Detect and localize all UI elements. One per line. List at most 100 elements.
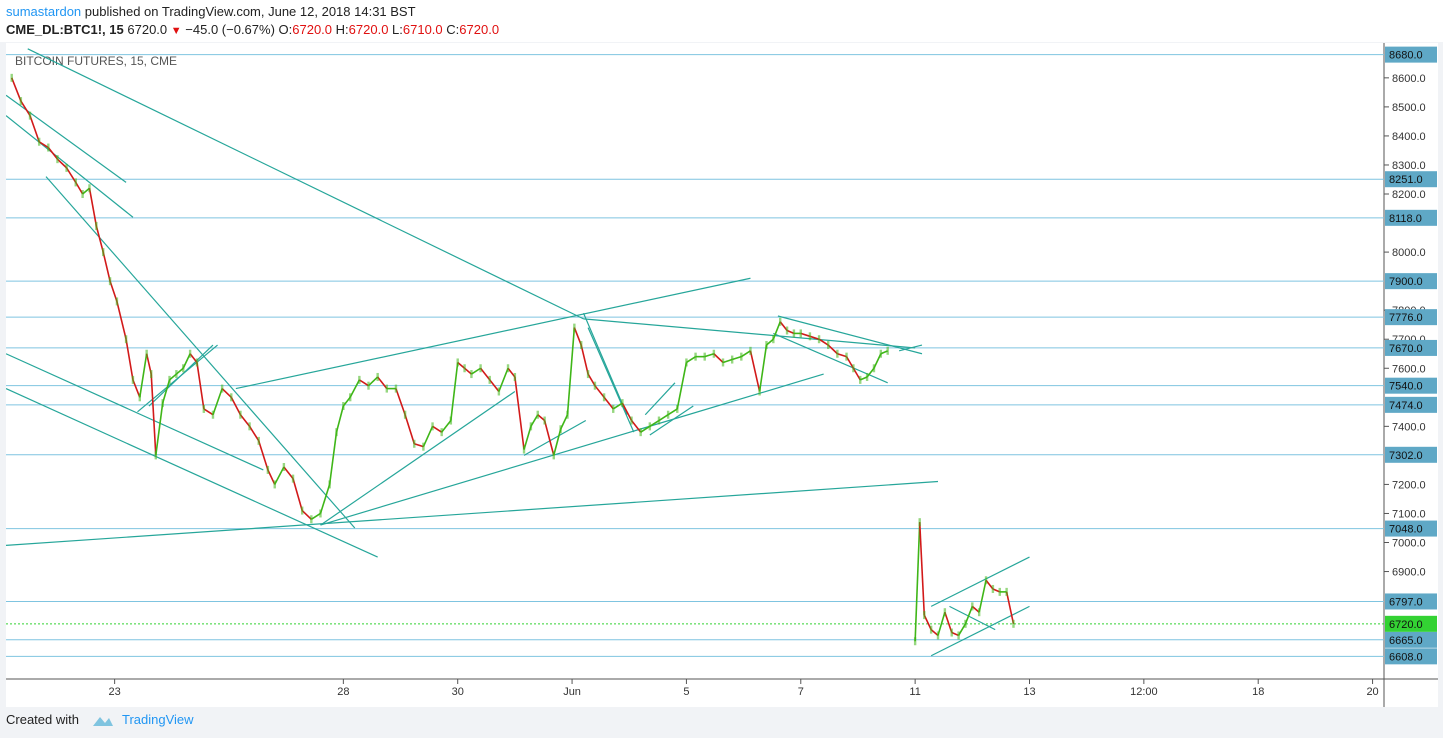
low-value: 6710.0 bbox=[402, 22, 443, 37]
price-point bbox=[586, 370, 590, 379]
price-point bbox=[385, 384, 389, 393]
price-point bbox=[182, 364, 185, 373]
price-segment bbox=[377, 376, 388, 390]
price-point bbox=[257, 436, 260, 445]
price-segment bbox=[139, 353, 148, 398]
price-segment bbox=[47, 147, 59, 160]
trendline bbox=[137, 344, 218, 413]
change-value: −45.0 (−0.67%) bbox=[185, 22, 275, 37]
trendline bbox=[235, 277, 751, 390]
price-point bbox=[971, 602, 974, 611]
y-tick-label: 8300.0 bbox=[1392, 160, 1426, 172]
price-segment bbox=[95, 225, 104, 253]
price-point bbox=[785, 326, 789, 335]
price-point bbox=[872, 364, 876, 373]
price-point bbox=[195, 358, 199, 367]
price-segment bbox=[809, 335, 820, 340]
price-point bbox=[56, 155, 59, 164]
price-point bbox=[923, 611, 926, 620]
price-point bbox=[291, 474, 295, 483]
price-point bbox=[188, 349, 192, 358]
price-point bbox=[991, 584, 995, 593]
price-point bbox=[765, 341, 768, 350]
low-label: L: bbox=[392, 22, 403, 37]
price-segment bbox=[221, 388, 232, 398]
x-tick-label: 30 bbox=[452, 686, 464, 698]
price-segment bbox=[335, 405, 345, 433]
price-segment bbox=[552, 429, 562, 456]
price-segment bbox=[580, 344, 589, 375]
price-point bbox=[37, 137, 41, 146]
price-point bbox=[440, 428, 443, 437]
price-point bbox=[580, 341, 583, 350]
tradingview-brand[interactable]: TradingView bbox=[122, 712, 194, 727]
price-point bbox=[131, 375, 135, 384]
price-segment bbox=[837, 352, 847, 358]
price-point bbox=[102, 248, 105, 257]
price-point bbox=[358, 375, 361, 384]
price-segment bbox=[230, 396, 242, 416]
x-tick-label: 7 bbox=[798, 686, 804, 698]
price-segment bbox=[150, 374, 157, 456]
price-point bbox=[248, 422, 251, 431]
price-segment bbox=[10, 77, 22, 102]
price-point bbox=[721, 358, 725, 367]
price-segment bbox=[731, 355, 742, 361]
price-segment bbox=[649, 419, 660, 428]
price-segment bbox=[102, 251, 111, 282]
price-segment bbox=[65, 167, 77, 183]
price-point bbox=[115, 297, 119, 306]
header-bar: sumastardon published on TradingView.com… bbox=[0, 0, 1443, 42]
y-tick-label: 8600.0 bbox=[1392, 73, 1426, 85]
price-point bbox=[74, 178, 77, 187]
level-label-bg bbox=[1385, 209, 1437, 226]
price-point bbox=[230, 393, 233, 402]
publish-line: sumastardon published on TradingView.com… bbox=[6, 4, 416, 19]
chart-area[interactable]: BITCOIN FUTURES, 15, CME 8600.0 8500.0 8400… bbox=[5, 43, 1438, 707]
price-segment bbox=[239, 414, 251, 427]
y-tick-label: 7000.0 bbox=[1392, 538, 1426, 550]
price-segment bbox=[667, 408, 678, 416]
last-price-label: 6720.0 bbox=[1389, 619, 1423, 631]
price-point bbox=[376, 372, 379, 381]
y-tick-label: 7400.0 bbox=[1392, 421, 1426, 433]
level-label-bg bbox=[1385, 593, 1437, 610]
ohlc-line: CME_DL:BTC1!, 15 6720.0 ▼ −45.0 (−0.67%)… bbox=[6, 22, 499, 37]
price-segment bbox=[514, 376, 525, 450]
price-point bbox=[694, 352, 697, 361]
price-point bbox=[936, 631, 940, 640]
price-segment bbox=[125, 339, 134, 381]
price-point bbox=[792, 329, 796, 338]
trendline bbox=[523, 420, 587, 456]
trendline bbox=[320, 390, 516, 526]
price-segment bbox=[248, 425, 260, 442]
price-segment bbox=[740, 350, 751, 358]
open-label: O: bbox=[278, 22, 293, 37]
price-segment bbox=[257, 440, 269, 471]
price-point bbox=[342, 402, 345, 411]
trendline bbox=[5, 480, 939, 547]
price-point bbox=[470, 370, 473, 379]
trendline bbox=[644, 382, 676, 416]
level-label: 7776.0 bbox=[1389, 312, 1423, 324]
price-point bbox=[202, 404, 206, 413]
level-label-bg bbox=[1385, 309, 1437, 326]
y-tick-label: 6900.0 bbox=[1392, 567, 1426, 579]
price-point bbox=[463, 364, 466, 373]
level-label: 6608.0 bbox=[1389, 651, 1423, 663]
level-label: 7540.0 bbox=[1389, 381, 1423, 393]
price-segment bbox=[676, 362, 688, 410]
price-segment bbox=[441, 420, 452, 433]
price-point bbox=[657, 416, 661, 425]
price-segment bbox=[203, 408, 214, 416]
price-point bbox=[239, 410, 242, 419]
author-link[interactable]: sumastardon bbox=[6, 4, 82, 19]
price-chart[interactable]: BITCOIN FUTURES, 15, CME 8600.0 8500.0 8400… bbox=[5, 43, 1438, 707]
level-label: 7670.0 bbox=[1389, 343, 1423, 355]
price-point bbox=[168, 375, 171, 384]
price-segment bbox=[450, 362, 459, 421]
price-segment bbox=[56, 158, 68, 169]
price-segment bbox=[1005, 591, 1015, 624]
price-point bbox=[328, 480, 331, 489]
price-point bbox=[778, 317, 782, 326]
